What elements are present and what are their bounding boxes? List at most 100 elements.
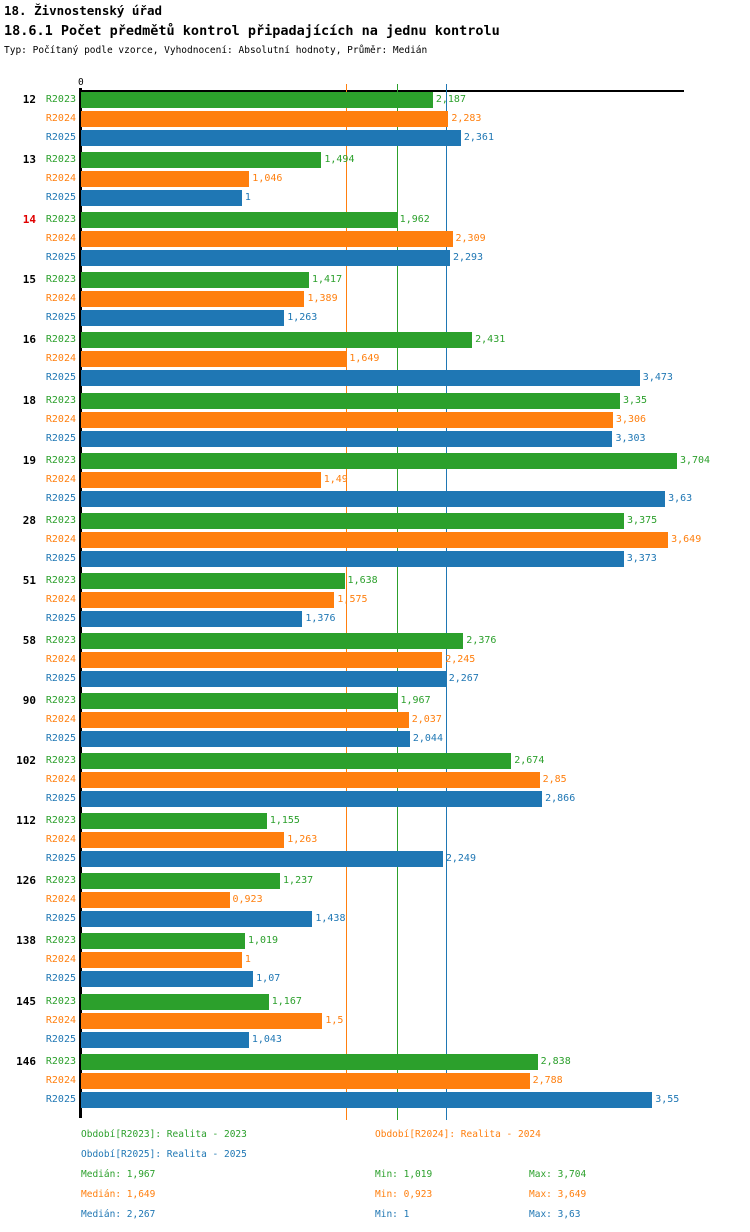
bar-R2023-138[interactable] bbox=[81, 933, 245, 950]
bar-R2023-16[interactable] bbox=[81, 332, 473, 349]
series-label-R2024-18: R2024 bbox=[45, 413, 76, 425]
bar-value-R2023-112: 1,155 bbox=[269, 815, 300, 827]
bar-R2023-15[interactable] bbox=[81, 272, 309, 289]
bar-R2025-12[interactable] bbox=[81, 130, 461, 146]
bar-R2025-112[interactable] bbox=[81, 851, 443, 868]
series-label-R2024-145: R2024 bbox=[45, 1014, 76, 1026]
bar-R2024-51[interactable] bbox=[81, 591, 335, 608]
bar-R2024-146[interactable] bbox=[81, 1072, 530, 1089]
series-label-R2023-146: R2023 bbox=[45, 1055, 76, 1067]
series-label-R2025-112: R2025 bbox=[45, 853, 76, 865]
series-label-R2025-145: R2025 bbox=[45, 1033, 76, 1045]
series-label-R2025-90: R2025 bbox=[45, 733, 76, 744]
group-label-15: 15 bbox=[22, 273, 36, 287]
bar-R2024-15[interactable] bbox=[81, 291, 305, 308]
bar-value-R2025-90: 2,044 bbox=[412, 733, 443, 744]
bar-R2024-18[interactable] bbox=[81, 411, 613, 428]
bar-R2024-126[interactable] bbox=[81, 892, 230, 909]
bar-R2024-145[interactable] bbox=[81, 1012, 323, 1029]
bar-R2025-58[interactable] bbox=[81, 670, 446, 687]
bar-R2025-126[interactable] bbox=[81, 911, 313, 928]
bar-R2024-16[interactable] bbox=[81, 351, 347, 368]
group-label-19: 19 bbox=[22, 453, 36, 467]
series-label-R2023-28: R2023 bbox=[45, 514, 76, 526]
series-label-R2023-90: R2023 bbox=[45, 695, 76, 706]
bar-value-R2025-14: 2,293 bbox=[452, 252, 484, 264]
series-label-R2024-112: R2024 bbox=[45, 834, 76, 846]
bar-value-R2024-15: 1,389 bbox=[307, 293, 338, 305]
group-label-138: 138 bbox=[16, 934, 36, 948]
bar-value-R2023-90: 1,967 bbox=[400, 695, 431, 706]
bar-R2024-112[interactable] bbox=[81, 832, 285, 849]
group-label-146: 146 bbox=[16, 1054, 36, 1068]
bar-R2023-90[interactable] bbox=[81, 693, 398, 709]
legend-max-0: Max: 3,704 bbox=[529, 1169, 587, 1180]
bar-R2025-28[interactable] bbox=[81, 550, 624, 567]
bar-value-R2024-28: 3,649 bbox=[671, 533, 702, 545]
series-label-R2023-13: R2023 bbox=[45, 154, 76, 166]
bar-R2023-102[interactable] bbox=[81, 753, 512, 770]
bar-value-R2024-102: 2,85 bbox=[542, 774, 567, 786]
bar-R2024-19[interactable] bbox=[81, 471, 321, 488]
bar-value-R2024-13: 1,046 bbox=[252, 173, 283, 185]
bar-R2023-146[interactable] bbox=[81, 1053, 538, 1070]
series-label-R2024-28: R2024 bbox=[45, 533, 76, 545]
bar-R2023-112[interactable] bbox=[81, 813, 267, 830]
bar-value-R2025-13: 1 bbox=[244, 192, 251, 204]
bar-value-R2023-19: 3,704 bbox=[679, 454, 711, 466]
group-label-12: 12 bbox=[22, 93, 36, 106]
bar-R2025-16[interactable] bbox=[81, 370, 640, 387]
series-label-R2024-58: R2024 bbox=[45, 653, 76, 665]
bar-R2023-18[interactable] bbox=[81, 392, 620, 409]
bar-R2024-90[interactable] bbox=[81, 712, 409, 728]
bar-value-R2023-15: 1,417 bbox=[311, 274, 343, 286]
bar-R2024-102[interactable] bbox=[81, 772, 540, 789]
bar-R2025-145[interactable] bbox=[81, 1031, 249, 1048]
group-label-126: 126 bbox=[16, 874, 36, 888]
series-label-R2024-138: R2024 bbox=[45, 954, 76, 966]
bar-R2024-138[interactable] bbox=[81, 952, 242, 969]
bar-value-R2024-19: 1,49 bbox=[323, 473, 348, 485]
bar-R2025-15[interactable] bbox=[81, 310, 285, 327]
bar-value-R2023-146: 2,838 bbox=[540, 1055, 571, 1067]
series-label-R2023-145: R2023 bbox=[45, 995, 76, 1007]
bar-R2025-138[interactable] bbox=[81, 971, 254, 988]
page-title: 18. Živnostenský úřad bbox=[4, 3, 163, 18]
bar-R2023-12[interactable] bbox=[81, 92, 433, 108]
bar-R2025-102[interactable] bbox=[81, 791, 543, 808]
bar-R2024-13[interactable] bbox=[81, 171, 250, 188]
bar-R2025-14[interactable] bbox=[81, 250, 450, 267]
series-label-R2025-19: R2025 bbox=[45, 492, 76, 504]
bar-R2024-12[interactable] bbox=[81, 111, 449, 127]
bar-R2023-126[interactable] bbox=[81, 873, 281, 890]
bar-value-R2025-138: 1,07 bbox=[256, 973, 281, 985]
bar-R2023-19[interactable] bbox=[81, 452, 677, 469]
bar-R2023-145[interactable] bbox=[81, 993, 269, 1010]
bar-R2023-58[interactable] bbox=[81, 632, 464, 649]
bar-value-R2023-126: 1,237 bbox=[283, 875, 314, 887]
bar-R2024-28[interactable] bbox=[81, 531, 669, 548]
bar-R2023-13[interactable] bbox=[81, 152, 322, 169]
bar-R2025-90[interactable] bbox=[81, 731, 410, 747]
bar-value-R2024-51: 1,575 bbox=[337, 593, 368, 605]
legend-min-2: Min: 1 bbox=[375, 1209, 410, 1220]
legend-entry-r2024: Období[R2024]: Realita - 2024 bbox=[375, 1129, 541, 1140]
bar-R2024-58[interactable] bbox=[81, 651, 443, 668]
bar-R2023-14[interactable] bbox=[81, 212, 397, 229]
bar-R2025-18[interactable] bbox=[81, 430, 613, 447]
bar-value-R2023-58: 2,376 bbox=[466, 634, 497, 646]
bar-R2024-14[interactable] bbox=[81, 231, 453, 248]
series-label-R2024-51: R2024 bbox=[45, 593, 76, 605]
bar-R2023-51[interactable] bbox=[81, 572, 345, 589]
bar-value-R2025-18: 3,303 bbox=[615, 432, 646, 444]
series-label-R2025-14: R2025 bbox=[45, 252, 76, 264]
bar-value-R2025-102: 2,866 bbox=[545, 793, 576, 805]
bar-R2025-13[interactable] bbox=[81, 190, 242, 207]
bar-R2023-28[interactable] bbox=[81, 512, 625, 529]
group-label-51: 51 bbox=[22, 573, 36, 587]
bar-R2025-19[interactable] bbox=[81, 490, 666, 507]
bar-value-R2025-112: 2,249 bbox=[445, 853, 476, 865]
bar-value-R2025-51: 1,376 bbox=[305, 612, 336, 624]
bar-R2025-51[interactable] bbox=[81, 610, 303, 627]
bar-R2025-146[interactable] bbox=[81, 1091, 653, 1108]
